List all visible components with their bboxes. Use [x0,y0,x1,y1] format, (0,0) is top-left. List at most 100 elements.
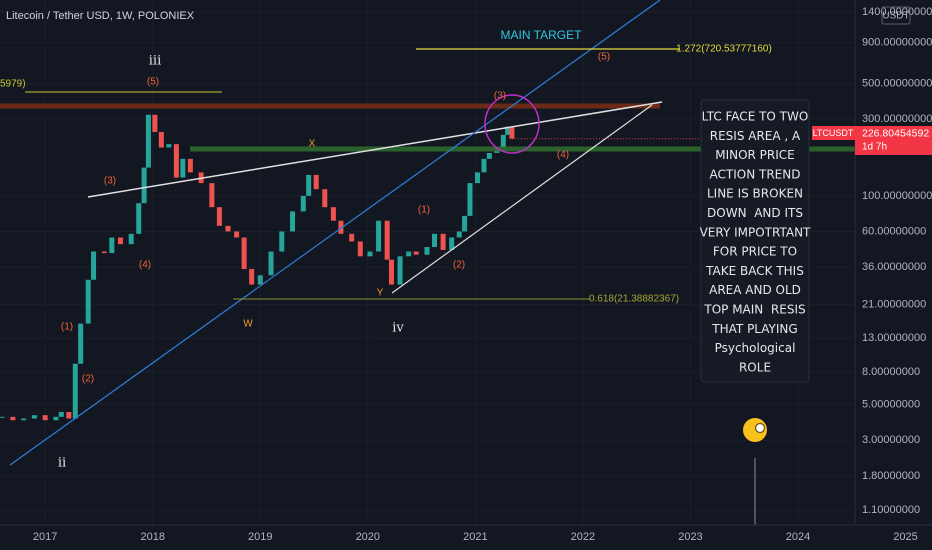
channel-line [9,0,661,466]
symbol-box [812,126,855,140]
y-tick-label: 100.00000000 [862,190,932,202]
candle [376,220,382,252]
wave-label: (3) [494,91,506,102]
x-tick-label: 2025 [893,531,917,543]
candle [306,174,312,196]
candle [257,275,263,285]
candle [367,251,373,257]
candle [216,207,222,226]
candle [349,233,355,242]
note-line: FOR PRICE TO [713,245,797,259]
x-tick-label: 2020 [356,531,380,543]
wave-label: (2) [82,374,94,385]
wave-label: (5) [598,52,610,63]
note-line: DOWN AND ITS [707,206,803,220]
y-tick-label: 3.00000000 [862,434,920,446]
wave-label: (5) [147,77,159,88]
candle [166,144,172,148]
candle [449,237,455,250]
y-tick-label: 60.00000000 [862,225,926,237]
candle [117,237,123,245]
candle [225,225,231,232]
candle [10,416,16,421]
candle [31,415,37,419]
candle [357,241,363,257]
y-tick-label: 36.00000000 [862,261,926,273]
candle [500,134,506,148]
symbol: LTCUSDT [813,128,854,138]
candle [21,418,27,421]
note-line: VERY IMPOTRTANT [700,225,811,239]
candle [158,131,164,148]
x-tick-label: 2019 [248,531,272,543]
candle [145,114,151,168]
candle [313,174,319,190]
candle [141,167,147,204]
y-tick-label: 500.00000000 [862,78,932,90]
note-line: Psychological [715,341,796,355]
wave-label: iv [392,321,404,336]
candle [424,247,430,255]
note-line: ROLE [739,360,771,374]
x-tick-label: 2017 [33,531,57,543]
trend-line [87,101,663,198]
candle [279,231,285,252]
x-tick-label: 2021 [463,531,487,543]
note-background [700,99,810,383]
trend-line [391,104,653,294]
candle [300,195,306,212]
emoji-monocle [754,422,766,434]
candle [53,416,59,421]
y-tick-label: 8.00000000 [862,366,920,378]
wave-label: (1) [418,205,430,216]
wave-label: Y [377,288,384,299]
note-line: TOP MAIN RESIS [703,303,805,317]
candle [481,158,487,173]
currency-box [881,6,911,25]
candle [72,363,78,419]
candle [173,144,179,178]
candle [101,251,107,254]
highlight-circle [484,94,540,154]
y-tick-label: 1.10000000 [862,504,920,516]
candle [249,269,255,285]
candle [85,279,91,324]
y-tick-label: 900.00000000 [862,37,932,49]
candle [66,412,72,419]
candle [290,211,296,232]
wave-label: X [309,139,316,150]
candle [128,233,134,245]
currency: USDT [882,11,909,22]
x-tick-label: 2023 [678,531,702,543]
y-tick-label: 5.00000000 [862,399,920,411]
candle [338,220,344,234]
candle [440,233,446,250]
candle [209,183,215,208]
price: 226.80454592 [862,127,929,139]
note-line: THAT PLAYING [711,322,797,336]
wave-label: W [243,319,253,330]
candle [322,189,328,208]
candle [397,256,403,285]
last-price: LTCUSDT 226.80454592 1d 7h [812,126,932,155]
candle [462,215,468,232]
price-box [855,126,932,155]
candle [78,323,84,364]
fib-label: 5979) [0,79,26,90]
wave-label: (4) [139,260,151,271]
candle [234,231,240,238]
candle [0,416,5,418]
candle [456,231,462,238]
candle [431,233,437,248]
y-tick-label: 1.80000000 [862,470,920,482]
note-line: LTC FACE TO TWO [702,110,809,124]
candles [0,114,855,421]
candle [152,114,158,132]
note-line: AREA AND OLD [709,283,801,297]
y-tick-label: 1400.00000000 [862,6,932,18]
candle [384,220,390,260]
note-line: RESIS AREA , A [710,129,801,143]
price-axis [855,0,932,550]
candle [109,237,115,254]
